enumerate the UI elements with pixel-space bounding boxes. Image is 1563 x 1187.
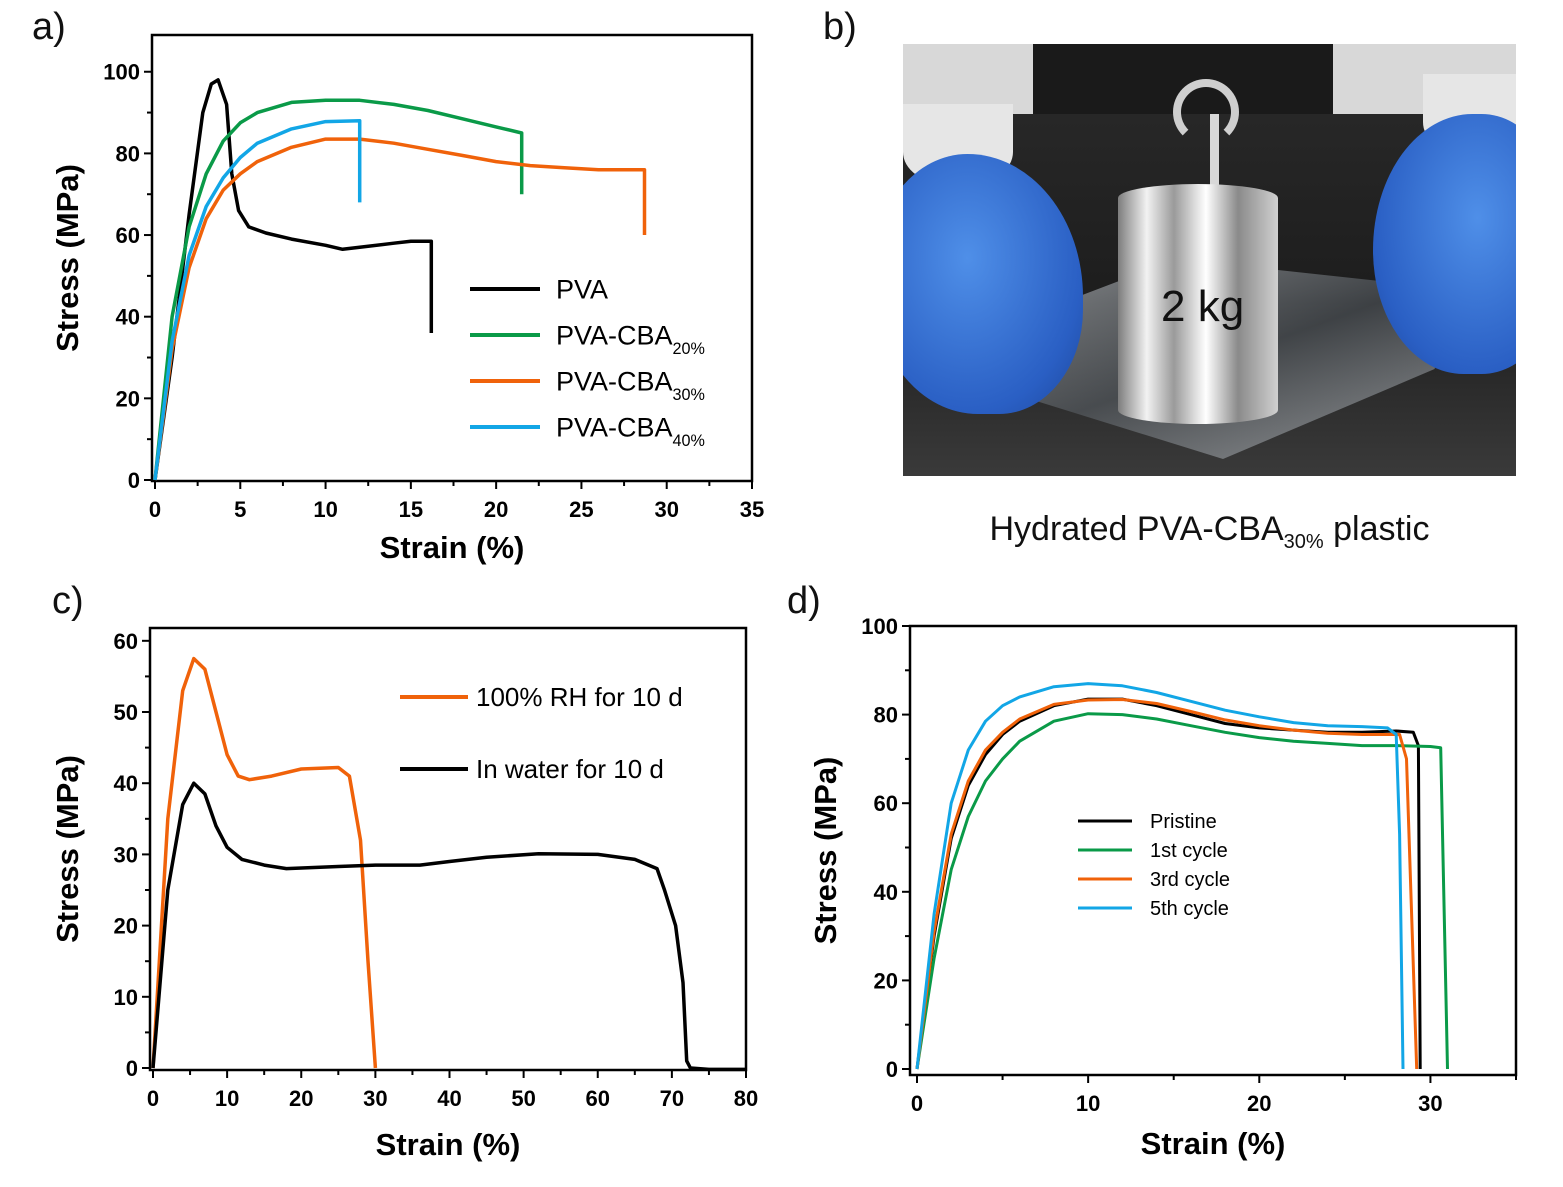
legend-label: Pristine bbox=[1150, 811, 1217, 833]
plot-frame bbox=[150, 33, 754, 483]
x-tick-label: 20 bbox=[289, 1086, 313, 1111]
caption-end: plastic bbox=[1323, 510, 1430, 548]
y-tick-label: 0 bbox=[128, 468, 140, 493]
x-tick-label: 20 bbox=[484, 497, 508, 522]
chart-d: 0 10 20 30 0 20 40 60 80 100 Strain (%) Stress (MPa… bbox=[808, 614, 1518, 1161]
x-tick-label: 0 bbox=[911, 1091, 923, 1116]
series-line-pva-cba40- bbox=[153, 118, 362, 481]
x-axis-label: Strain (%) bbox=[1141, 1126, 1286, 1161]
series-line-3rd-cycle bbox=[915, 698, 1419, 1070]
legend-label: In water for 10 d bbox=[476, 754, 664, 784]
series-line-in-water-for-10-d bbox=[151, 781, 746, 1072]
y-tick-label: 40 bbox=[114, 771, 138, 796]
series-line-pva-cba20- bbox=[153, 98, 524, 481]
caption-main: Hydrated PVA-CBA bbox=[989, 510, 1284, 548]
x-tick-label: 30 bbox=[363, 1086, 387, 1111]
legend-label: 1st cycle bbox=[1150, 840, 1228, 862]
chart-a: 0 5 10 15 20 25 30 35 0 20 40 60 80 100 Strain (%) Stre… bbox=[50, 33, 764, 565]
y-axis-label: Stress (MPa) bbox=[50, 755, 85, 943]
y-tick-label: 10 bbox=[114, 985, 138, 1010]
legend-label: 5th cycle bbox=[1150, 898, 1229, 920]
x-tick-label: 35 bbox=[740, 497, 764, 522]
plot-frame bbox=[908, 624, 1518, 1077]
legend-label: PVA-CBA30% bbox=[556, 366, 705, 403]
legend-label: 3rd cycle bbox=[1150, 869, 1230, 891]
y-tick-label: 0 bbox=[886, 1057, 898, 1082]
x-tick-label: 10 bbox=[313, 497, 337, 522]
panel-label-b: b) bbox=[823, 6, 857, 48]
x-tick-label: 30 bbox=[654, 497, 678, 522]
y-axis-label: Stress (MPa) bbox=[50, 164, 85, 352]
y-axis-label: Stress (MPa) bbox=[808, 757, 843, 945]
y-tick-label: 60 bbox=[874, 791, 898, 816]
x-axis-label: Strain (%) bbox=[376, 1127, 521, 1162]
x-tick-label: 0 bbox=[149, 497, 161, 522]
panel-label-a: a) bbox=[32, 6, 66, 48]
y-tick-label: 20 bbox=[116, 386, 140, 411]
y-tick-label: 0 bbox=[126, 1056, 138, 1081]
chart-c: 0 10 20 30 40 50 60 70 80 0 10 20 30 40 50 60 Strain (%)… bbox=[50, 626, 758, 1162]
y-tick-label: 60 bbox=[114, 629, 138, 654]
y-tick-label: 30 bbox=[114, 842, 138, 867]
weight-hook bbox=[1173, 79, 1239, 145]
x-axis-label: Strain (%) bbox=[380, 530, 525, 565]
series-line-1st-cycle bbox=[915, 712, 1449, 1070]
x-tick-label: 10 bbox=[1076, 1091, 1100, 1116]
legend-label: PVA bbox=[556, 274, 608, 304]
x-tick-label: 50 bbox=[511, 1086, 535, 1111]
y-tick-label: 50 bbox=[114, 700, 138, 725]
y-tick-label: 40 bbox=[874, 880, 898, 905]
y-tick-label: 40 bbox=[116, 305, 140, 330]
x-tick-label: 25 bbox=[569, 497, 593, 522]
y-tick-label: 60 bbox=[116, 223, 140, 248]
x-tick-label: 30 bbox=[1418, 1091, 1442, 1116]
photo-caption: Hydrated PVA-CBA30% plastic bbox=[903, 510, 1516, 554]
y-tick-label: 20 bbox=[874, 968, 898, 993]
y-tick-label: 100 bbox=[861, 614, 898, 639]
legend-label: PVA-CBA20% bbox=[556, 320, 705, 357]
series-line-pristine bbox=[915, 697, 1422, 1070]
y-tick-label: 100 bbox=[103, 60, 140, 85]
x-tick-label: 5 bbox=[234, 497, 246, 522]
series-line-pva bbox=[153, 78, 434, 481]
panel-label-c: c) bbox=[52, 580, 84, 622]
weight-label: 2 kg bbox=[1161, 282, 1245, 331]
panel-label-d: d) bbox=[787, 580, 821, 622]
weight-cylinder bbox=[1118, 184, 1278, 424]
weight-hook-stem bbox=[1210, 114, 1219, 194]
series-line-pva-cba30- bbox=[153, 137, 647, 481]
plot-frame bbox=[148, 626, 748, 1072]
series-line-5th-cycle bbox=[915, 682, 1405, 1070]
legend-label: 100% RH for 10 d bbox=[476, 682, 683, 712]
caption-subscript: 30% bbox=[1283, 530, 1324, 553]
legend-label: PVA-CBA40% bbox=[556, 412, 705, 449]
y-tick-label: 80 bbox=[874, 703, 898, 728]
x-tick-label: 80 bbox=[734, 1086, 758, 1111]
x-tick-label: 10 bbox=[215, 1086, 239, 1111]
x-tick-label: 40 bbox=[437, 1086, 461, 1111]
x-tick-label: 0 bbox=[147, 1086, 159, 1111]
x-tick-label: 15 bbox=[399, 497, 423, 522]
x-tick-label: 70 bbox=[660, 1086, 684, 1111]
y-tick-label: 80 bbox=[116, 141, 140, 166]
weight-photo: 2 kg bbox=[903, 44, 1516, 476]
x-tick-label: 60 bbox=[586, 1086, 610, 1111]
y-tick-label: 20 bbox=[114, 914, 138, 939]
x-tick-label: 20 bbox=[1247, 1091, 1271, 1116]
series-line-100-rh-for-10-d bbox=[151, 656, 378, 1069]
